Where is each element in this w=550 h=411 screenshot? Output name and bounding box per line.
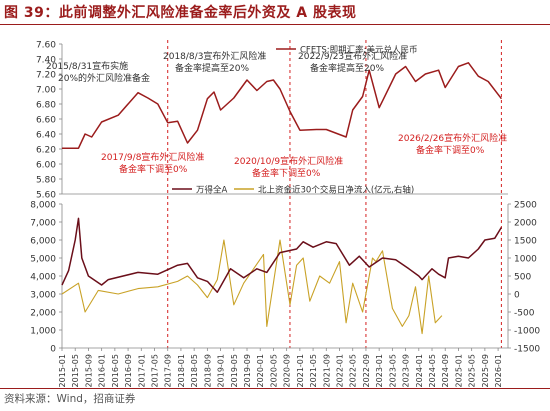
bottom-left-ytick-label: 0 — [50, 345, 56, 355]
xtick-label: 2021-05 — [309, 354, 318, 387]
xtick-label: 2025-05 — [468, 354, 477, 387]
top-ytick-label: 6.60 — [36, 116, 56, 126]
annotation-text: 备金率下调至0% — [416, 144, 485, 156]
xtick-label: 2022-05 — [349, 354, 358, 387]
top-ytick-label: 5.60 — [36, 191, 56, 201]
bottom-left-ytick-label: 1,000 — [30, 327, 56, 337]
usdcny-line — [62, 62, 502, 149]
top-ytick-label: 6.00 — [36, 161, 56, 171]
top-ytick-label: 7.60 — [36, 41, 56, 51]
annotation-text: 备金率提高至20% — [310, 62, 384, 74]
xtick-label: 2022-01 — [336, 354, 345, 387]
annotation-text: 2017/9/8宣布外汇风险准 — [101, 151, 204, 163]
xtick-label: 2019-01 — [217, 354, 226, 387]
xtick-label: 2018-05 — [190, 354, 199, 387]
bottom-legend-label: 万得全A — [196, 185, 228, 196]
xtick-label: 2017-09 — [164, 354, 173, 387]
top-ytick-label: 7.00 — [36, 86, 56, 96]
xtick-label: 2024-01 — [415, 354, 424, 387]
xtick-label: 2021-09 — [322, 354, 331, 387]
bottom-left-ytick-label: 5,000 — [30, 255, 56, 265]
bottom-left-ytick-label: 3,000 — [30, 291, 56, 301]
xtick-label: 2018-09 — [203, 354, 212, 387]
annotation-text: 2026/2/26宣布外汇风险准 — [398, 132, 507, 144]
bottom-right-ytick-label: -1500 — [514, 345, 540, 355]
xtick-label: 2020-05 — [269, 354, 278, 387]
bottom-legend-label: 北上资金近30个交易日净流入(亿元,右轴) — [258, 185, 414, 196]
xtick-label: 2015-01 — [58, 354, 67, 387]
footer-rule — [0, 388, 550, 389]
xtick-label: 2016-09 — [124, 354, 133, 387]
wind-all-a-line — [61, 217, 503, 293]
chart-title: 图 39：此前调整外汇风险准备金率后外资及 A 股表现 — [4, 5, 357, 21]
top-ytick-label: 7.20 — [36, 71, 56, 81]
bottom-left-ytick-label: 7,000 — [30, 219, 56, 229]
xtick-label: 2015-05 — [71, 354, 80, 387]
bottom-right-ytick-label: 500 — [514, 273, 531, 283]
top-ytick-label: 5.80 — [36, 176, 56, 186]
annotation-text: 备金率下调至0% — [119, 163, 188, 175]
xtick-label: 2018-01 — [177, 354, 186, 387]
bottom-right-ytick-label: -500 — [514, 309, 535, 319]
xtick-label: 2017-01 — [137, 354, 146, 387]
xtick-label: 2019-05 — [230, 354, 239, 387]
xtick-label: 2023-05 — [388, 354, 397, 387]
title-rule — [0, 24, 550, 25]
bottom-left-ytick-label: 4,000 — [30, 273, 56, 283]
xtick-label: 2026-01 — [494, 354, 503, 387]
xtick-label: 2016-01 — [98, 354, 107, 387]
bottom-right-ytick-label: 2000 — [514, 219, 537, 229]
top-ytick-label: 6.80 — [36, 101, 56, 111]
xtick-label: 2024-09 — [441, 354, 450, 387]
xtick-label: 2019-09 — [243, 354, 252, 387]
xtick-label: 2015-09 — [84, 354, 93, 387]
xtick-label: 2025-01 — [454, 354, 463, 387]
source-note: 资料来源：Wind，招商证券 — [4, 393, 136, 405]
xtick-label: 2017-05 — [151, 354, 160, 387]
top-ytick-label: 7.40 — [36, 56, 56, 66]
bottom-right-ytick-label: 1000 — [514, 255, 537, 265]
annotation-text: 2015/8/31宣布实施 — [46, 60, 128, 72]
annotation-text: 2022/9/23宣布外汇风险准 — [298, 50, 407, 62]
bottom-left-ytick-label: 2,000 — [30, 309, 56, 319]
xtick-label: 2021-01 — [296, 354, 305, 387]
annotation-text: 20%的外汇风险准备金 — [58, 72, 150, 84]
xtick-label: 2020-09 — [283, 354, 292, 387]
xtick-label: 2024-05 — [428, 354, 437, 387]
bottom-panel: 0 1,000 2,000 3,000 4,000 5,000 6,000 7,000 8,00… — [30, 185, 540, 388]
bottom-left-ytick-label: 6,000 — [30, 237, 56, 247]
annotation-text: 备金率提高至20% — [175, 62, 249, 74]
annotation-text: 备金率下调至0% — [252, 167, 321, 179]
annotation-text: 2020/10/9宣布外汇风险准 — [234, 155, 343, 167]
xtick-label: 2016-05 — [111, 354, 120, 387]
top-panel: 5.60 5.80 6.00 6.20 6.40 6.60 6.80 7.00 7.20 7.40… — [36, 40, 508, 348]
bottom-right-ytick-label: -1000 — [514, 327, 540, 337]
xtick-label: 2023-01 — [375, 354, 384, 387]
xtick-label: 2025-09 — [481, 354, 490, 387]
bottom-right-ytick-label: 0 — [514, 291, 520, 301]
xtick-label: 2023-09 — [402, 354, 411, 387]
annotation-text: 2018/8/3宣布外汇风险准 — [163, 50, 266, 62]
xtick-label: 2020-01 — [256, 354, 265, 387]
top-ytick-label: 6.20 — [36, 146, 56, 156]
northbound-flow-line — [61, 239, 443, 335]
bottom-right-ytick-label: 2500 — [514, 201, 537, 211]
chart-area: 5.60 5.80 6.00 6.20 6.40 6.60 6.80 7.00 7.20 7.40… — [30, 40, 540, 388]
xtick-label: 2022-09 — [362, 354, 371, 387]
bottom-left-ytick-label: 8,000 — [30, 201, 56, 211]
top-legend-label: CFETS:即期汇率:美元兑人民币 — [300, 45, 418, 56]
bottom-right-ytick-label: 1500 — [514, 237, 537, 247]
top-ytick-label: 6.40 — [36, 131, 56, 141]
